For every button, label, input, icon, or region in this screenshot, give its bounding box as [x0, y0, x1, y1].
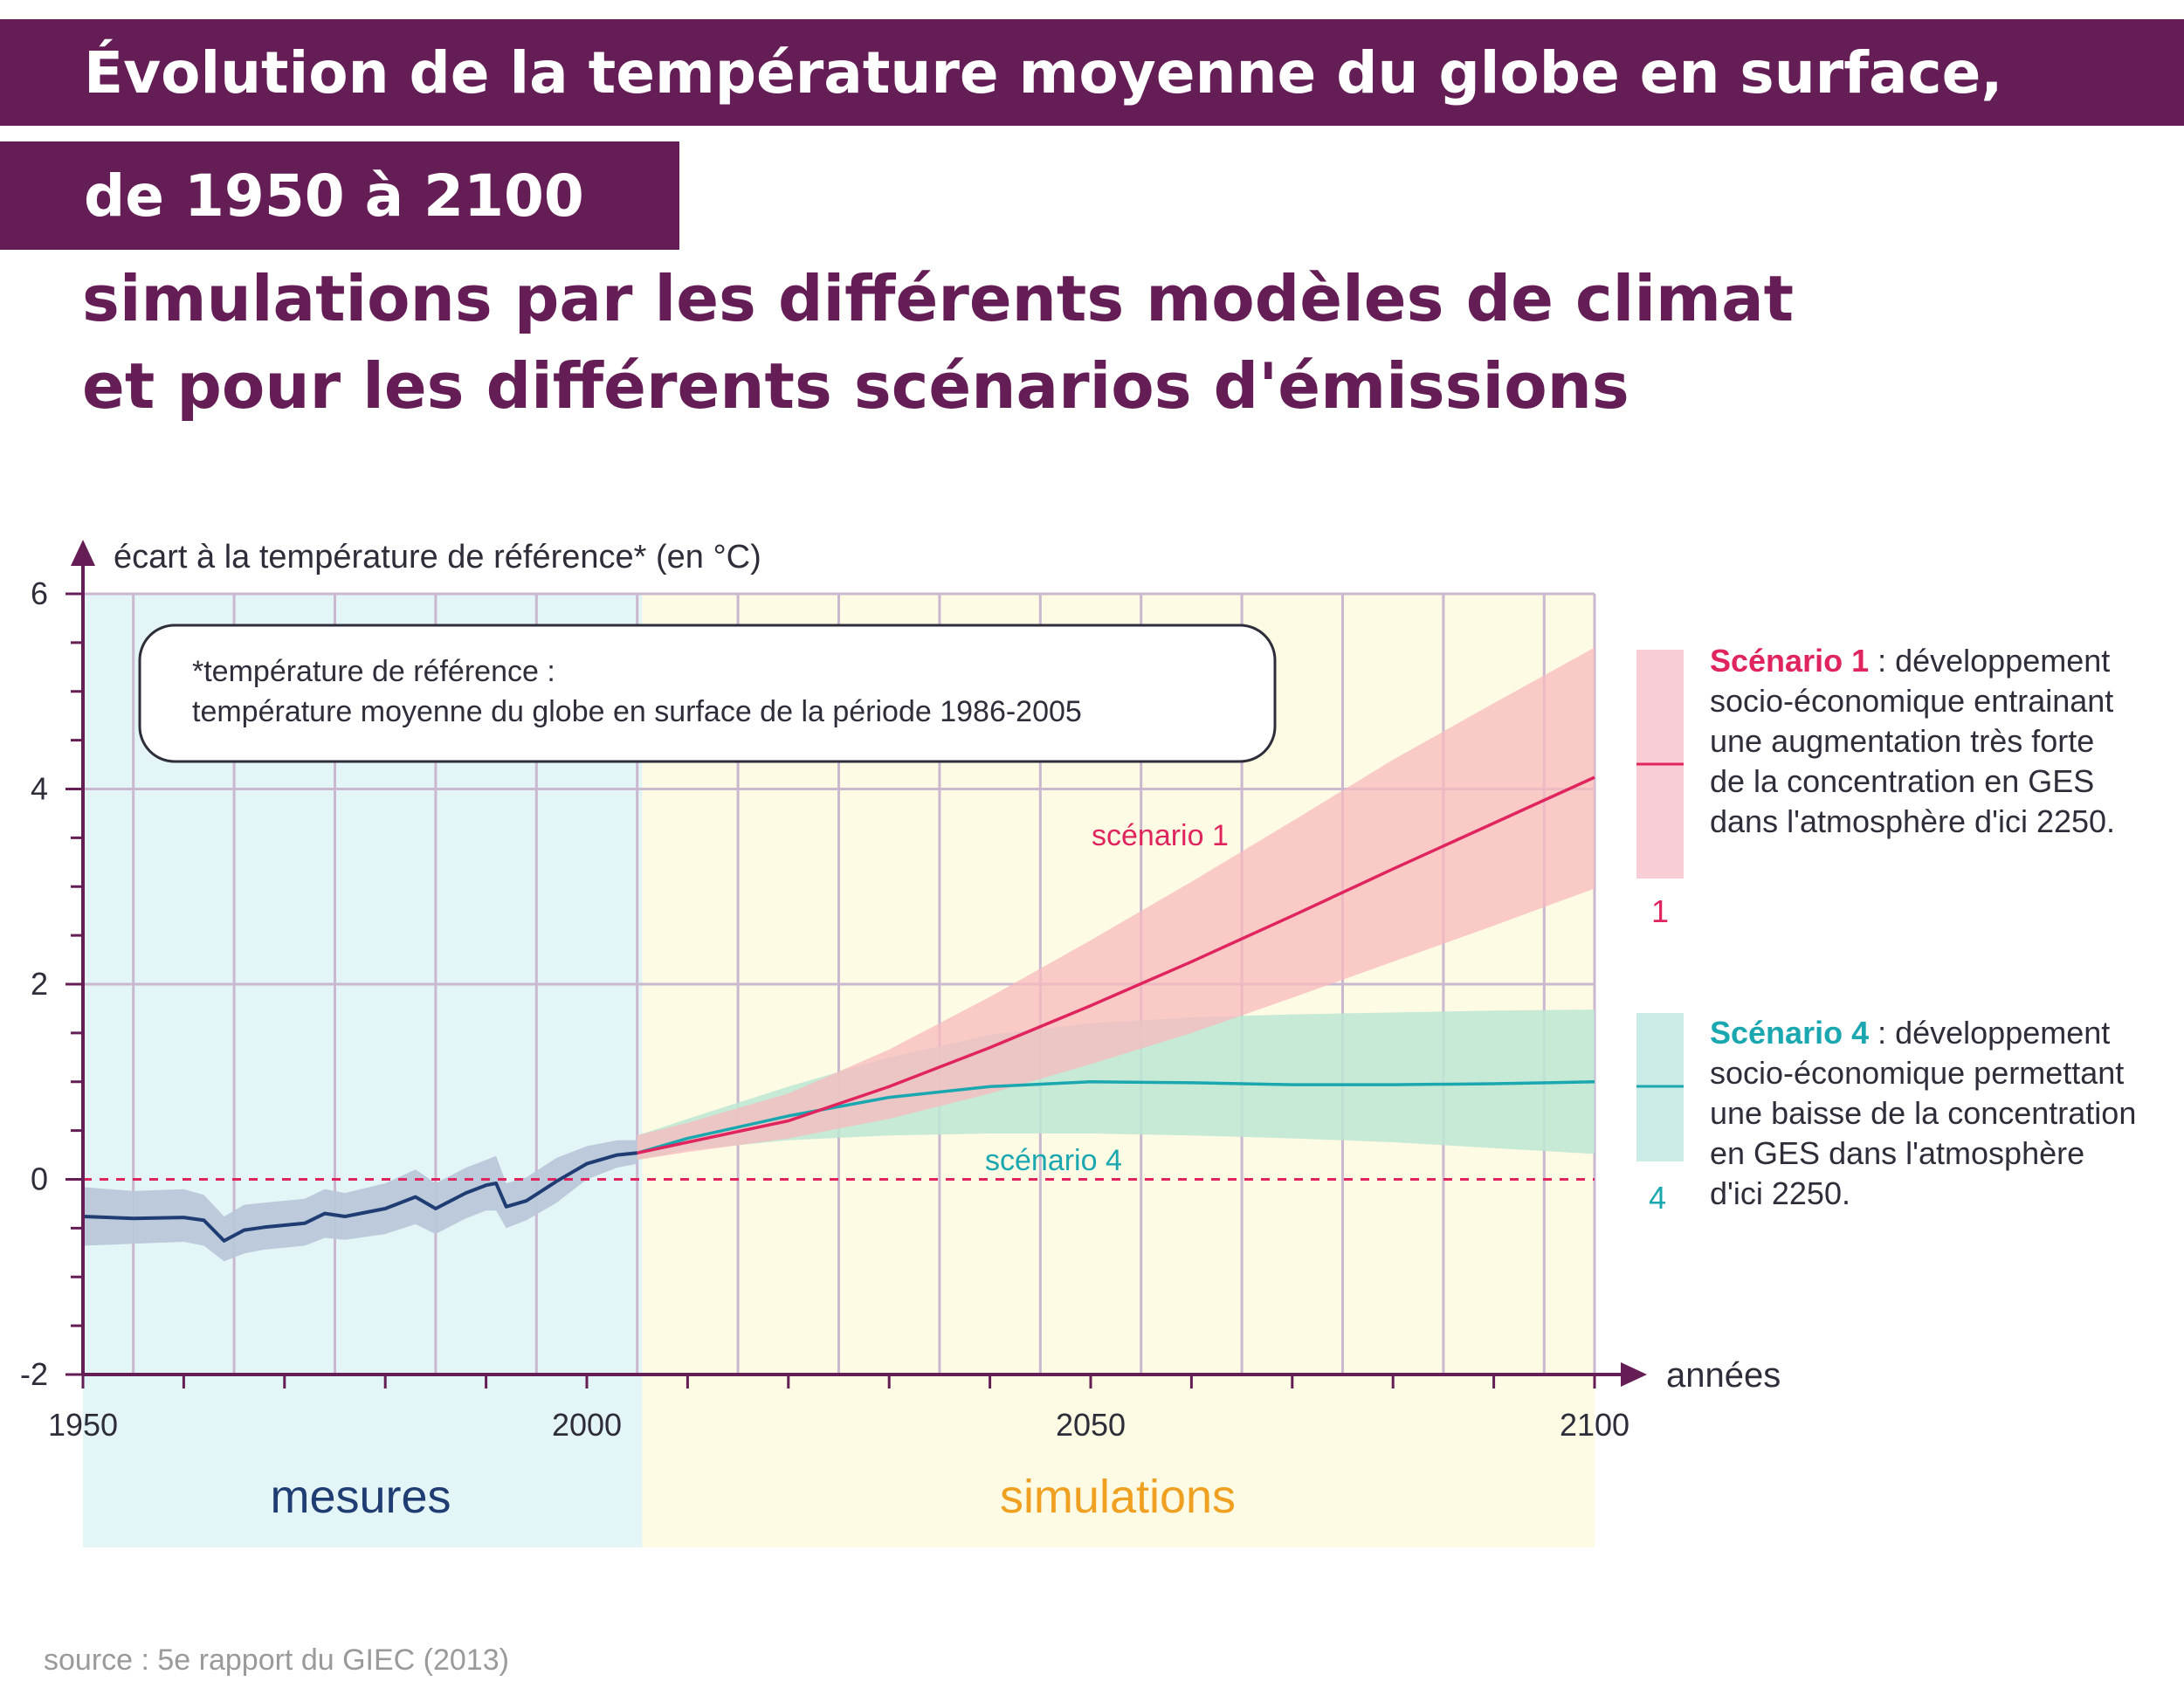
observed-temperature-line	[82, 1151, 637, 1243]
reference-note-box: *température de référence : température …	[138, 624, 1277, 763]
x-tick-label: 1950	[48, 1407, 118, 1443]
reference-note-line-2: température moyenne du globe en surface …	[192, 695, 1082, 728]
title-line-1: Évolution de la température moyenne du g…	[0, 19, 2184, 126]
scenario-1-line-label: scénario 1	[1092, 819, 1229, 852]
region-label-measures: mesures	[270, 1471, 451, 1523]
source-note: source : 5e rapport du GIEC (2013)	[44, 1643, 509, 1677]
legend-line: socio-économique entrainant	[1710, 683, 2114, 719]
reference-note-line-1: *température de référence :	[192, 655, 555, 688]
x-tick-label: 2100	[1560, 1407, 1629, 1443]
subtitle-line-1: simulations par les différents modèles d…	[82, 262, 1795, 335]
y-tick-label: 4	[31, 771, 48, 807]
y-tick-label: 2	[31, 966, 48, 1002]
legend-lead-scenario-1: Scénario 1	[1710, 643, 1870, 679]
legend-number-scenario-1: 1	[1651, 893, 1669, 929]
x-tick-label: 2000	[552, 1407, 622, 1443]
legend-line: : développement	[1869, 1015, 2111, 1051]
y-axis-label: écart à la température de référence* (en…	[114, 539, 761, 575]
observed-uncertainty-band	[83, 1140, 637, 1262]
legend-text-scenario-1: Scénario 1 : développement socio-économi…	[1710, 641, 2115, 842]
legend-line: socio-économique permettant	[1710, 1055, 2125, 1091]
region-label-simulations: simulations	[1000, 1471, 1236, 1523]
scenario-4-line	[637, 1080, 1595, 1154]
scenario-1-band	[637, 647, 1595, 1161]
y-tick-label: 0	[31, 1161, 48, 1197]
y-axis-arrow	[71, 540, 95, 566]
legend-line: en GES dans l'atmosphère	[1710, 1135, 2085, 1171]
scenario-1-line	[637, 775, 1595, 1155]
x-axis-label: années	[1666, 1356, 1781, 1395]
legend-line: d'ici 2250.	[1710, 1175, 1850, 1211]
legend-line: de la concentration en GES	[1710, 763, 2095, 799]
legend-text-scenario-4: Scénario 4 : développement socio-économi…	[1710, 1013, 2136, 1214]
legend-line: : développement	[1869, 643, 2111, 679]
legend-line: dans l'atmosphère d'ici 2250.	[1710, 803, 2116, 839]
x-axis-arrow	[1621, 1362, 1647, 1387]
scenario-4-band	[637, 1009, 1595, 1161]
legend-line: une augmentation très forte	[1710, 723, 2095, 759]
subtitle-line-2: et pour les différents scénarios d'émiss…	[82, 349, 1629, 423]
y-tick-label: 6	[31, 575, 48, 611]
x-tick-label: 2050	[1056, 1407, 1126, 1443]
legend-number-scenario-4: 4	[1649, 1180, 1666, 1216]
legend-lead-scenario-4: Scénario 4	[1710, 1015, 1870, 1051]
legend-line: une baisse de la concentration	[1710, 1095, 2137, 1131]
scenario-4-line-label: scénario 4	[985, 1144, 1122, 1177]
title-line-2: de 1950 à 2100	[0, 141, 679, 250]
y-tick-label: -2	[20, 1356, 48, 1392]
